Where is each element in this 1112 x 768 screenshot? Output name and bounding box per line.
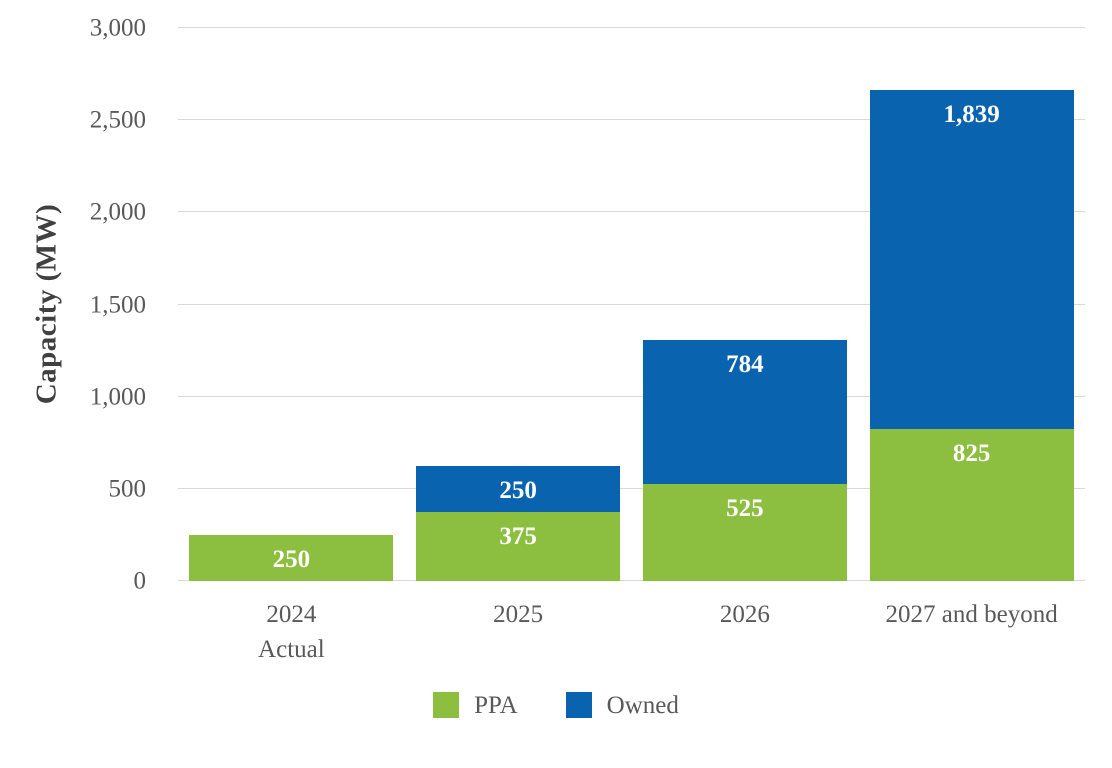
gridline-1500 (178, 303, 1085, 305)
bar-value-label: 375 (499, 522, 537, 550)
x-axis-label-4: 2027 and beyond (885, 601, 1058, 628)
x-axis-label-3: 2026 (719, 601, 770, 628)
bar-value-label: 784 (726, 350, 764, 378)
bar-segment-owned: 784 (642, 339, 847, 485)
bar-value-label: 250 (499, 476, 537, 504)
bar-column-4: 825 1,839 (869, 28, 1074, 581)
legend-swatch-ppa (433, 692, 460, 718)
legend-label-ppa: PPA (474, 691, 518, 719)
plot-area: 0 500 1,000 1,500 2,000 2,500 3,000 250 375 250 52… (90, 16, 1085, 594)
gridline-0 (178, 580, 1085, 581)
bar-value-label: 1,839 (943, 100, 1000, 128)
legend-item-owned: Owned (565, 691, 679, 719)
legend-item-ppa: PPA (433, 692, 518, 718)
y-tick-label-1500: 1,500 (89, 291, 146, 318)
legend-label-owned: Owned (606, 691, 679, 719)
bar-segment-ppa: 525 (642, 484, 847, 581)
gridline-500 (178, 487, 1085, 489)
bar-column-3: 525 784 (642, 28, 847, 581)
y-tick-label-2500: 2,500 (89, 106, 146, 134)
bar-segment-ppa: 250 (189, 534, 394, 581)
bar-value-label: 525 (726, 495, 764, 523)
legend-swatch-owned (565, 692, 592, 718)
gridline-2000 (178, 211, 1085, 213)
bar-column-2: 375 250 (416, 28, 621, 581)
gridline-1000 (178, 395, 1085, 397)
x-axis-label-2: 2025 (493, 601, 544, 628)
gridline-3000 (178, 27, 1085, 28)
y-tick-label-2000: 2,000 (89, 198, 146, 226)
y-tick-label-1000: 1,000 (89, 383, 146, 411)
gridline-2500 (178, 119, 1085, 121)
y-tick-label-3000: 3,000 (89, 14, 146, 42)
y-tick-label-0: 0 (133, 567, 147, 595)
legend: PPA Owned (0, 692, 1112, 718)
x-axis-label-1: 2024 Actual (258, 601, 325, 663)
bar-segment-ppa: 375 (416, 511, 621, 581)
bar-column-1: 250 (189, 28, 394, 581)
bar-segment-ppa: 825 (869, 428, 1074, 581)
bar-value-label: 250 (272, 545, 311, 573)
y-tick-label-500: 500 (108, 475, 147, 503)
bar-segment-owned: 250 (416, 465, 621, 512)
bar-value-label: 825 (952, 439, 991, 467)
bar-segment-owned: 1,839 (869, 89, 1074, 429)
